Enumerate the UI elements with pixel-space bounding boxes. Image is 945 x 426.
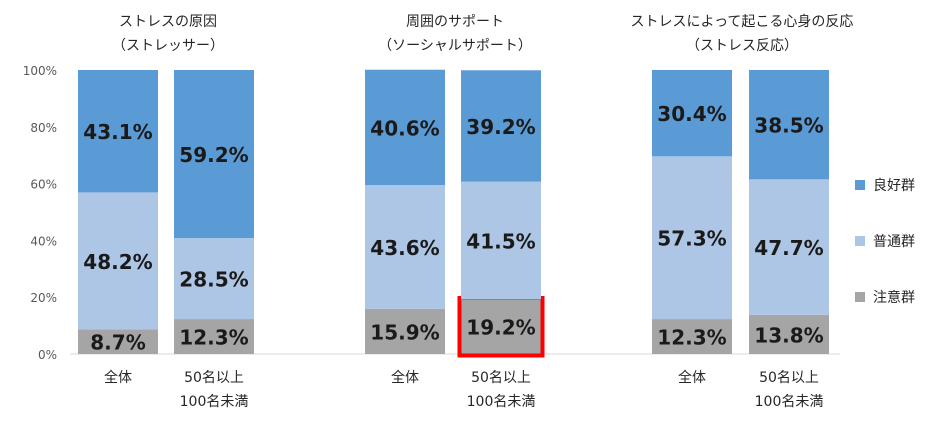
bar-segment xyxy=(749,179,829,315)
bar-segment xyxy=(78,192,158,330)
y-tick-label: 40% xyxy=(30,234,57,248)
group-title-stressor: ストレスの原因 （ストレッサー） xyxy=(18,10,318,58)
legend-label: 良好群 xyxy=(873,178,915,194)
group-title-reaction: ストレスによって起こる心身の反応 （ストレス反応） xyxy=(592,10,892,58)
category-label: 全体 xyxy=(355,366,455,390)
category-label-line2: 100名未満 xyxy=(466,394,536,410)
bar-segment xyxy=(749,314,829,354)
legend-item-caution: 注意群 xyxy=(855,287,915,307)
category-label: 全体 xyxy=(68,366,168,390)
category-label-line1: 全体 xyxy=(678,370,706,386)
legend-label: 普通群 xyxy=(873,234,915,250)
bar-segment xyxy=(652,319,732,354)
category-label-line1: 50名以上 xyxy=(759,370,819,386)
data-label: 47.7% xyxy=(754,236,823,260)
data-label: 28.5% xyxy=(179,268,248,292)
data-label: 41.5% xyxy=(466,230,535,254)
data-label: 12.3% xyxy=(657,326,726,350)
bar-segment xyxy=(461,70,541,182)
data-label: 57.3% xyxy=(657,227,726,251)
category-label: 50名以上 100名未満 xyxy=(164,366,264,414)
y-tick-label: 20% xyxy=(30,291,57,305)
bar-segment xyxy=(652,156,732,320)
category-label-line2: 100名未満 xyxy=(179,394,249,410)
data-label: 8.7% xyxy=(90,331,145,355)
data-label: 59.2% xyxy=(179,143,248,167)
data-label: 12.3% xyxy=(179,326,248,350)
y-tick-label: 60% xyxy=(30,178,57,192)
category-label: 50名以上 100名未満 xyxy=(451,366,551,414)
bar-segment xyxy=(78,329,158,354)
category-label: 全体 xyxy=(642,366,742,390)
group-title-line2: （ストレス反応） xyxy=(686,38,798,54)
bar-segment xyxy=(365,185,445,309)
data-label: 43.6% xyxy=(370,236,439,260)
category-label: 50名以上 100名未満 xyxy=(739,366,839,414)
bar-segment xyxy=(461,181,541,300)
bar-segment xyxy=(652,70,732,157)
group-title-line2: （ストレッサー） xyxy=(112,38,224,54)
bar-segment xyxy=(174,319,254,354)
bar-segment xyxy=(174,238,254,320)
bar-segment xyxy=(461,299,541,354)
data-label: 40.6% xyxy=(370,116,439,140)
group-title-line1: ストレスの原因 xyxy=(119,14,217,30)
group-title-line2: （ソーシャルサポート） xyxy=(378,38,532,54)
y-tick-label: 0% xyxy=(38,348,57,362)
category-label-line1: 50名以上 xyxy=(471,370,531,386)
bar-segment xyxy=(78,70,158,193)
data-label: 30.4% xyxy=(657,102,726,126)
category-label-line1: 全体 xyxy=(391,370,419,386)
category-label-line1: 50名以上 xyxy=(184,370,244,386)
bar-segment xyxy=(174,70,254,239)
group-title-support: 周囲のサポート （ソーシャルサポート） xyxy=(305,10,605,58)
data-label: 48.2% xyxy=(83,250,152,274)
y-tick-label: 100% xyxy=(23,64,57,78)
legend-swatch xyxy=(855,180,865,190)
data-label: 19.2% xyxy=(466,316,535,340)
data-label: 39.2% xyxy=(466,115,535,139)
data-label: 43.1% xyxy=(83,120,152,144)
group-title-line1: ストレスによって起こる心身の反応 xyxy=(630,14,854,30)
y-tick-label: 80% xyxy=(30,121,57,135)
legend-swatch xyxy=(855,236,865,246)
group-title-line1: 周囲のサポート xyxy=(406,14,504,30)
bar-segment xyxy=(365,69,445,186)
bar-segment xyxy=(749,70,829,180)
legend-swatch xyxy=(855,292,865,302)
legend-item-normal: 普通群 xyxy=(855,231,915,251)
legend-label: 注意群 xyxy=(873,290,915,306)
bar-segment xyxy=(365,308,445,354)
data-label: 38.5% xyxy=(754,114,823,138)
legend-item-good: 良好群 xyxy=(855,175,915,195)
data-label: 15.9% xyxy=(370,320,439,344)
category-label-line2: 100名未満 xyxy=(754,394,824,410)
data-label: 13.8% xyxy=(754,323,823,347)
category-label-line1: 全体 xyxy=(104,370,132,386)
